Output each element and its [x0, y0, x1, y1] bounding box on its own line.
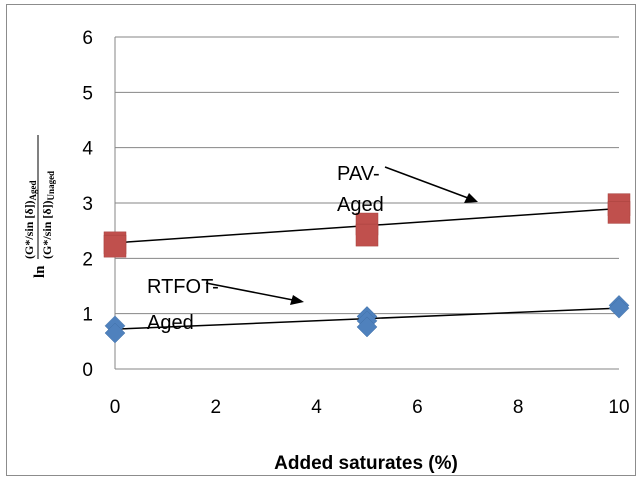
y-label-ln: ln	[32, 265, 48, 278]
x-tick-8: 8	[513, 397, 524, 418]
y-tick-5: 5	[82, 83, 93, 104]
y-axis-label: ln (G*/sin [δ])Aged (G*/sin [δ])Unaged	[22, 135, 56, 278]
rtfot-label-line1: RTFOT-	[147, 276, 219, 298]
pav-arrowhead	[464, 193, 478, 203]
x-axis-label: Added saturates (%)	[274, 453, 458, 474]
annotations: PAV- Aged RTFOT- Aged	[147, 163, 478, 334]
y-tick-2: 2	[82, 249, 93, 270]
y-label-numerator: (G*/sin [δ])Aged	[22, 180, 38, 259]
y-tick-3: 3	[82, 194, 93, 215]
pav-label-line1: PAV-	[337, 163, 380, 185]
rtfot-arrow	[205, 282, 294, 301]
x-tick-labels: 0 2 4 6 8 10	[110, 397, 630, 418]
pav-label-line2: Aged	[337, 194, 384, 216]
x-tick-4: 4	[311, 397, 322, 418]
y-label-numerator-sub: Aged	[28, 180, 38, 200]
y-tick-4: 4	[82, 139, 93, 160]
y-tick-6: 6	[82, 28, 93, 49]
diamond-marker-1-6	[608, 297, 630, 319]
diamond-marker-1-4	[356, 316, 378, 338]
axes	[114, 37, 619, 370]
y-label-denominator-sub: Unaged	[46, 171, 56, 201]
square-marker-0-1	[103, 234, 127, 258]
grid-lines	[115, 36, 619, 315]
rtfot-label-line2: Aged	[147, 312, 194, 334]
square-marker-0-3	[355, 223, 379, 247]
pav-arrow	[384, 166, 469, 199]
y-tick-0: 0	[82, 360, 93, 381]
rtfot-arrowhead	[290, 295, 304, 305]
y-label-denominator-main: (G*/sin [δ])	[40, 200, 54, 259]
diamond-marker-1-1	[104, 322, 126, 344]
y-label-numerator-main: (G*/sin [δ])	[22, 200, 36, 259]
x-tick-10: 10	[608, 397, 629, 418]
x-tick-6: 6	[412, 397, 423, 418]
data-points	[103, 193, 631, 344]
x-tick-2: 2	[211, 397, 222, 418]
x-tick-0: 0	[110, 397, 121, 418]
y-tick-labels: 0 1 2 3 4 5 6	[82, 28, 93, 381]
y-label-denominator: (G*/sin [δ])Unaged	[40, 171, 56, 259]
square-marker-0-5	[607, 201, 631, 224]
y-tick-1: 1	[82, 305, 93, 326]
